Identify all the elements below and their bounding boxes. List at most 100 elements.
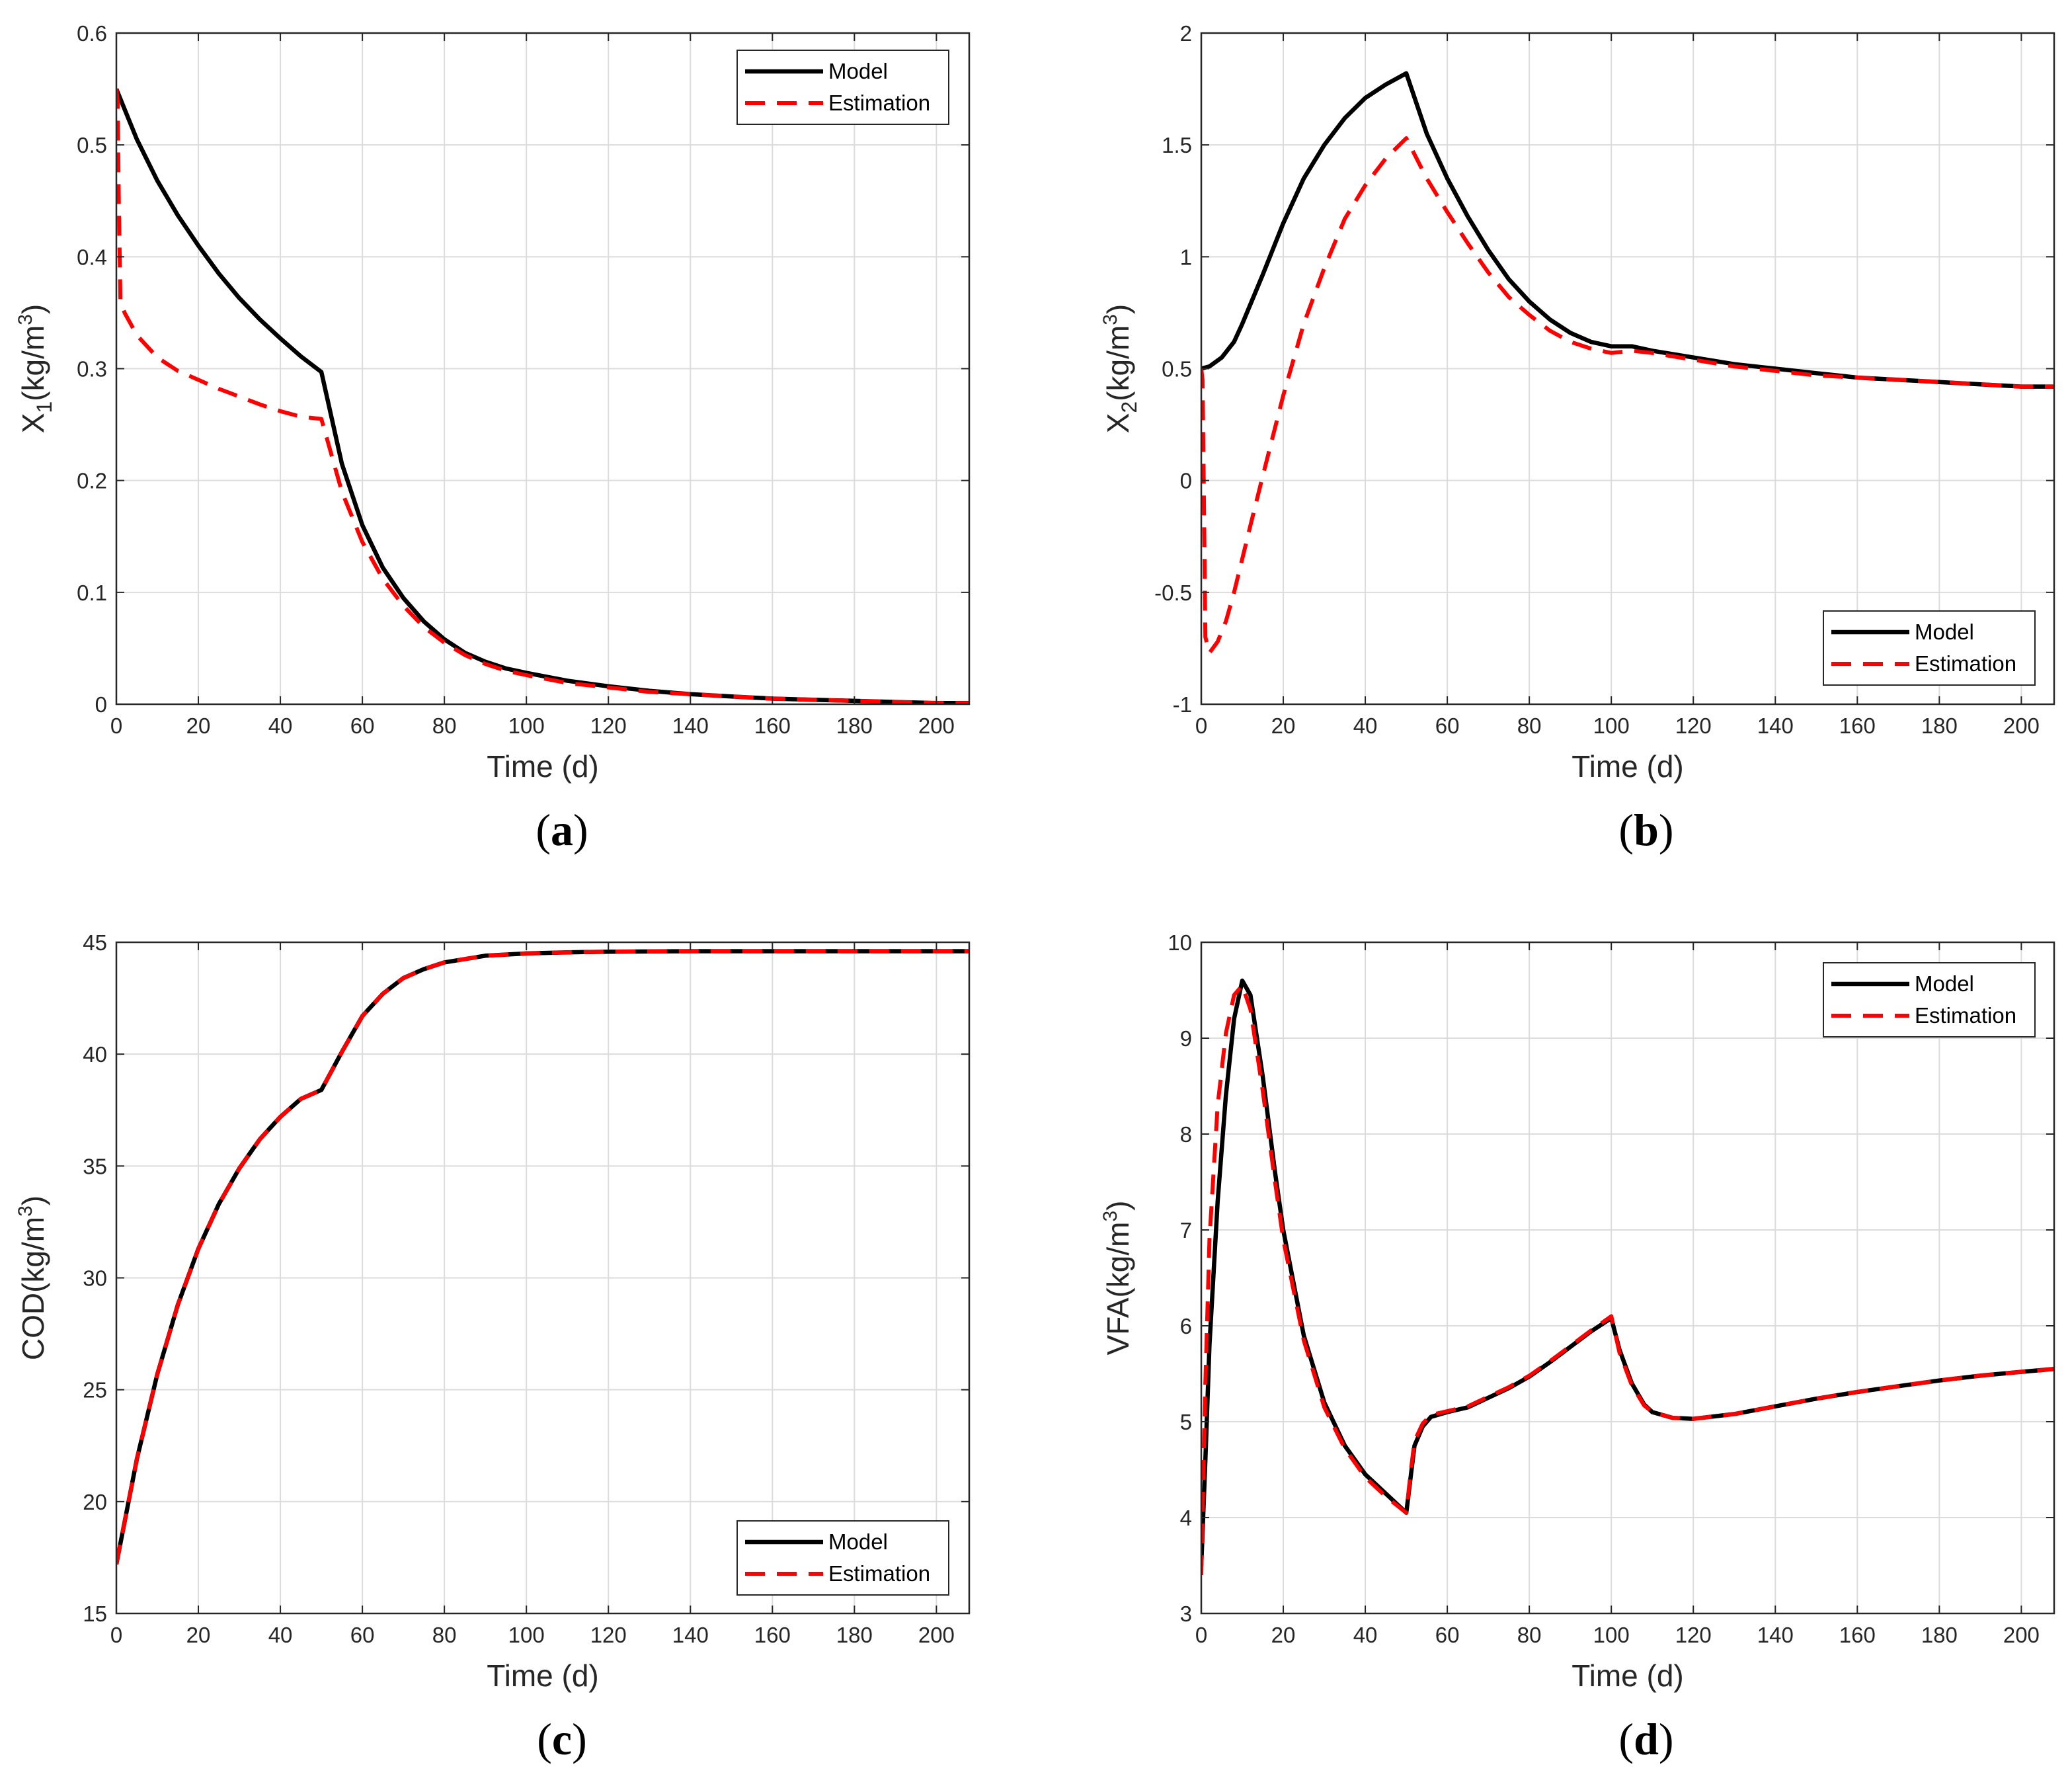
series-line-estimation: [116, 89, 969, 704]
x-tick-label: 140: [1757, 1623, 1794, 1647]
legend-label-estimation: Estimation: [1915, 1003, 2016, 1028]
y-tick-label: 3: [1180, 1602, 1192, 1626]
x-tick-label: 0: [110, 1623, 122, 1647]
x-tick-label: 60: [1435, 713, 1460, 738]
y-tick-label: 6: [1180, 1314, 1192, 1338]
plot-area: [1201, 942, 2054, 1613]
y-tick-label: 45: [83, 930, 107, 955]
x-tick-label: 40: [1353, 1623, 1378, 1647]
legend-label-estimation: Estimation: [1915, 651, 2016, 676]
legend-label-model: Model: [828, 59, 888, 83]
x-tick-label: 100: [508, 1623, 545, 1647]
y-tick-label: -0.5: [1154, 581, 1192, 605]
axes-frame: [1200, 941, 2055, 1615]
y-tick-label: 20: [83, 1490, 107, 1514]
chart-panel-d: 0 20 40 60 80 100 120 140 160 180 200 3 4 5 6 7 8 9 10 Time…: [1099, 930, 2055, 1764]
x-axis-label: Time (d): [1572, 1658, 1684, 1693]
x-tick-label: 180: [1921, 713, 1958, 738]
y-axis-label: COD(kg/m3): [15, 1196, 50, 1360]
x-tick-label: 60: [350, 713, 375, 738]
series-line-estimation: [116, 949, 969, 1565]
x-tick-label: 0: [1195, 1623, 1207, 1647]
legend: Model Estimation: [1823, 962, 2036, 1038]
x-tick-label: 40: [1353, 713, 1378, 738]
x-tick-label: 100: [1593, 713, 1630, 738]
x-tick-label: 100: [508, 713, 545, 738]
y-tick-label: 40: [83, 1042, 107, 1067]
x-axis-label: Time (d): [487, 749, 599, 784]
x-tick-label: 40: [268, 1623, 293, 1647]
x-tick-label: 160: [754, 713, 791, 738]
x-tick-label: 60: [1435, 1623, 1460, 1647]
x-tick-label: 80: [1517, 1623, 1542, 1647]
y-tick-label: -1: [1173, 692, 1192, 717]
legend-label-estimation: Estimation: [828, 91, 930, 115]
legend: Model Estimation: [736, 1520, 949, 1596]
legend-box: [736, 50, 949, 125]
panel-caption: (a): [536, 805, 588, 855]
y-tick-label: 35: [83, 1154, 107, 1178]
legend-label-model: Model: [1915, 971, 1974, 996]
y-tick-label: 15: [83, 1602, 107, 1626]
x-tick-label: 120: [1675, 713, 1712, 738]
y-tick-label: 25: [83, 1378, 107, 1403]
x-tick-label: 200: [918, 1623, 955, 1647]
y-tick-label: 1: [1180, 245, 1192, 269]
y-tick-label: 0.3: [77, 357, 107, 382]
y-tick-label: 7: [1180, 1218, 1192, 1242]
x-tick-label: 60: [350, 1623, 375, 1647]
legend: Model Estimation: [736, 50, 949, 125]
x-tick-label: 40: [268, 713, 293, 738]
legend: Model Estimation: [1823, 610, 2036, 686]
y-tick-label: 0.6: [77, 21, 107, 46]
y-tick-label: 0: [95, 692, 107, 717]
y-tick-label: 1.5: [1162, 133, 1192, 157]
x-tick-label: 20: [186, 1623, 211, 1647]
x-tick-label: 0: [1195, 713, 1207, 738]
x-tick-label: 80: [432, 713, 457, 738]
legend-box: [736, 1520, 949, 1596]
chart-panel-a: 0 20 40 60 80 100 120 140 160 180 200 0 0.1 0.2 0.3 0.4…: [15, 21, 971, 855]
y-tick-label: 8: [1180, 1122, 1192, 1147]
y-tick-label: 0: [1180, 469, 1192, 493]
x-tick-label: 140: [672, 713, 709, 738]
x-axis-label: Time (d): [487, 1658, 599, 1693]
y-tick-label: 4: [1180, 1506, 1192, 1530]
x-tick-label: 140: [1757, 713, 1794, 738]
x-tick-label: 120: [590, 713, 627, 738]
chart-panel-c: 0 20 40 60 80 100 120 140 160 180 200 15 20 25 30 35 40 4…: [15, 930, 971, 1764]
legend-box: [1823, 610, 2036, 686]
x-tick-label: 180: [836, 713, 873, 738]
y-tick-label: 0.4: [77, 245, 107, 269]
x-tick-label: 0: [110, 713, 122, 738]
y-tick-label: 0.2: [77, 469, 107, 493]
legend-label-model: Model: [1915, 620, 1974, 644]
x-tick-label: 180: [1921, 1623, 1958, 1647]
x-tick-label: 160: [1839, 1623, 1876, 1647]
x-tick-label: 160: [1839, 713, 1876, 738]
y-tick-label: 5: [1180, 1410, 1192, 1434]
panel-caption: (b): [1618, 805, 1673, 855]
legend-box: [1823, 962, 2036, 1038]
x-tick-label: 180: [836, 1623, 873, 1647]
x-tick-label: 120: [1675, 1623, 1712, 1647]
y-tick-label: 0.1: [77, 581, 107, 605]
y-tick-label: 30: [83, 1266, 107, 1291]
x-axis-label: Time (d): [1572, 749, 1684, 784]
series-line-estimation: [1201, 136, 2054, 655]
x-tick-label: 80: [1517, 713, 1542, 738]
y-tick-label: 10: [1168, 930, 1192, 955]
y-tick-label: 9: [1180, 1026, 1192, 1051]
y-tick-label: 2: [1180, 21, 1192, 46]
y-tick-label: 0.5: [1162, 357, 1192, 382]
x-tick-label: 200: [918, 713, 955, 738]
x-tick-label: 100: [1593, 1623, 1630, 1647]
y-axis-label: VFA(kg/m3): [1099, 1201, 1135, 1356]
panel-caption: (d): [1618, 1714, 1673, 1764]
legend-label-estimation: Estimation: [828, 1561, 930, 1586]
x-tick-label: 160: [754, 1623, 791, 1647]
x-tick-label: 200: [2003, 1623, 2040, 1647]
x-tick-label: 20: [186, 713, 211, 738]
series-line-estimation: [1201, 983, 2054, 1576]
